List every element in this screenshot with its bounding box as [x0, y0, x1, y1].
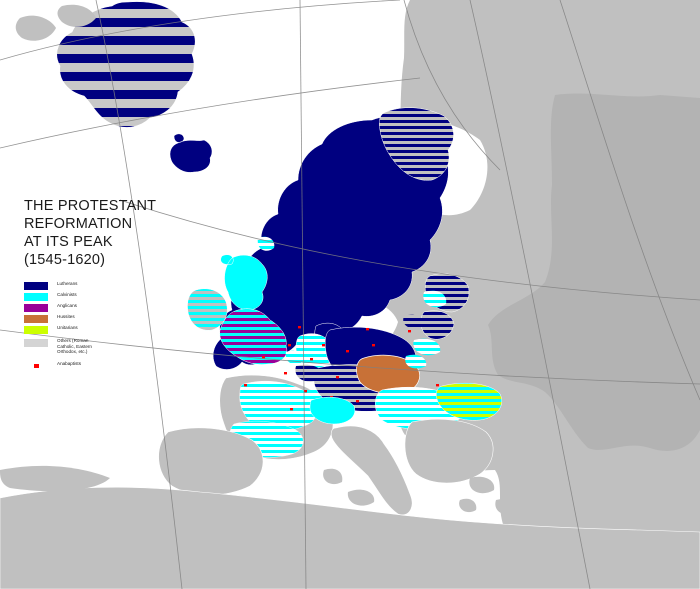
legend-label-anabaptists: Anabaptists	[57, 360, 82, 366]
legend-item-anabaptists: Anabaptists	[24, 361, 199, 370]
legend-swatch-others	[24, 339, 48, 347]
legend-swatch-anabaptists	[34, 363, 39, 368]
legend-swatch-unitarians	[24, 326, 48, 334]
legend-label-calvinists: Calvinists	[57, 292, 77, 297]
legend-label-others: Others (Roman Catholic, Eastern Orthodox…	[57, 338, 92, 355]
legend-label-lutherans: Lutherans	[57, 281, 78, 286]
legend-swatch-lutherans	[24, 282, 48, 290]
region-switzerland	[309, 396, 356, 425]
arctic-islands	[15, 4, 96, 41]
region-poland-lithuania	[403, 290, 447, 369]
legend-label-unitarians: Unitarians	[57, 325, 78, 330]
region-british-isles	[187, 254, 288, 365]
region-southern-europe	[158, 418, 525, 516]
legend-item-calvinists: Calvinists	[24, 292, 199, 301]
region-iceland	[169, 133, 213, 173]
legend-item-lutherans: Lutherans	[24, 281, 199, 290]
legend-swatch-calvinists	[24, 293, 48, 301]
orthodox-shading	[488, 93, 700, 451]
legend-swatch-anglicans	[24, 304, 48, 312]
legend-item-hussites: Hussites	[24, 314, 199, 323]
legend-swatch-hussites	[24, 315, 48, 323]
legend-label-anglicans: Anglicans	[57, 303, 77, 308]
page-title: THE PROTESTANT REFORMATION AT ITS PEAK (…	[24, 198, 157, 268]
legend-item-others: Others (Roman Catholic, Eastern Orthodox…	[24, 338, 199, 355]
legend-item-anglicans: Anglicans	[24, 303, 199, 312]
legend-item-unitarians: Unitarians	[24, 325, 199, 334]
legend-label-hussites: Hussites	[57, 314, 75, 319]
region-north-africa	[0, 465, 700, 589]
legend-panel: THE PROTESTANT REFORMATION AT ITS PEAK (…	[24, 197, 199, 372]
legend-list: Lutherans Calvinists Anglicans Hussites …	[24, 281, 199, 370]
